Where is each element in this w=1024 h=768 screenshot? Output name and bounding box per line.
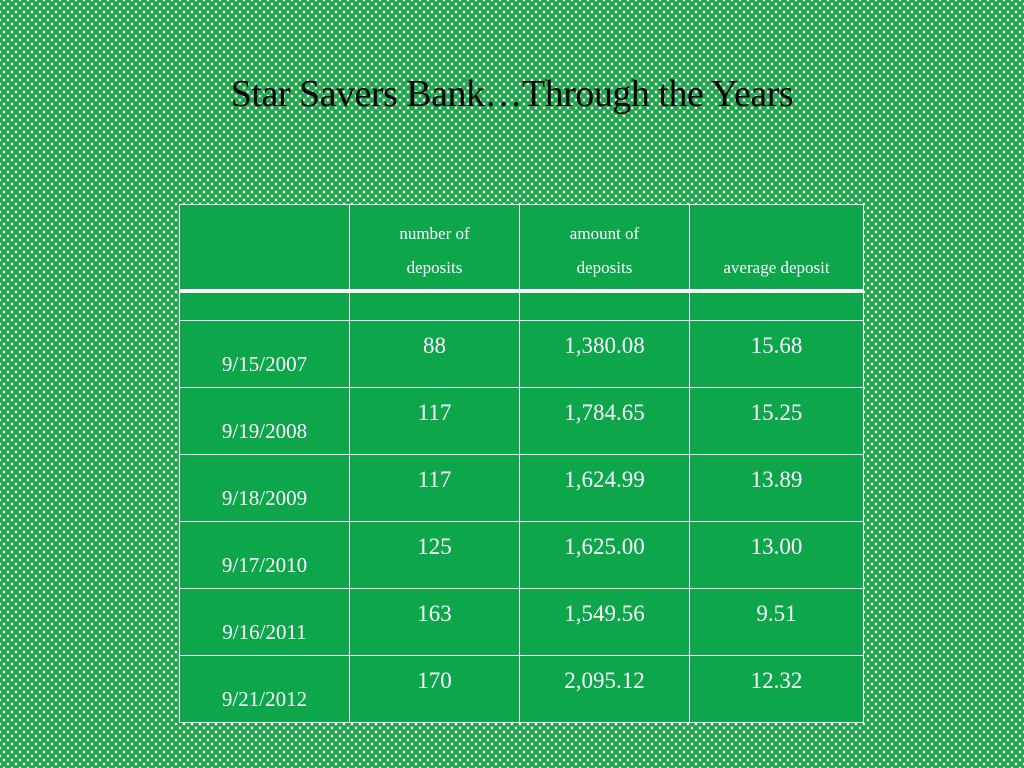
table-row: 9/18/2009 117 1,624.99 13.89 [179,454,864,522]
table-header-row: number of deposits amount of deposits av… [179,204,864,292]
table-spacer-row [179,290,864,321]
header-date-column [179,204,350,292]
date-cell: 9/19/2008 [179,387,350,455]
date-cell: 9/17/2010 [179,521,350,589]
table-row: 9/17/2010 125 1,625.00 13.00 [179,521,864,589]
average-cell: 13.89 [689,454,864,522]
header-line: deposits [406,258,463,277]
amount-cell: 1,784.65 [519,387,690,455]
amount-cell: 1,549.56 [519,588,690,656]
amount-cell: 1,380.08 [519,320,690,388]
number-cell: 88 [349,320,520,388]
header-number-of-deposits: number of deposits [349,204,520,292]
table-row: 9/15/2007 88 1,380.08 15.68 [179,320,864,388]
amount-cell: 1,624.99 [519,454,690,522]
number-cell: 125 [349,521,520,589]
header-line: amount of [569,224,640,243]
header-amount-of-deposits: amount of deposits [519,204,690,292]
date-cell: 9/16/2011 [179,588,350,656]
spacer-cell [349,290,520,321]
average-cell: 13.00 [689,521,864,589]
average-cell: 9.51 [689,588,864,656]
table-row: 9/21/2012 170 2,095.12 12.32 [179,655,864,723]
header-line: number of [399,224,470,243]
table-row: 9/16/2011 163 1,549.56 9.51 [179,588,864,656]
date-cell: 9/21/2012 [179,655,350,723]
number-cell: 170 [349,655,520,723]
header-average-deposit: average deposit [689,204,864,292]
number-cell: 117 [349,454,520,522]
spacer-cell [689,290,864,321]
header-line: average deposit [723,258,830,277]
number-cell: 163 [349,588,520,656]
average-cell: 12.32 [689,655,864,723]
spacer-cell [179,290,350,321]
average-cell: 15.68 [689,320,864,388]
deposits-table: number of deposits amount of deposits av… [179,204,864,723]
amount-cell: 1,625.00 [519,521,690,589]
number-cell: 117 [349,387,520,455]
date-cell: 9/15/2007 [179,320,350,388]
table-row: 9/19/2008 117 1,784.65 15.25 [179,387,864,455]
average-cell: 15.25 [689,387,864,455]
amount-cell: 2,095.12 [519,655,690,723]
date-cell: 9/18/2009 [179,454,350,522]
header-line: deposits [576,258,633,277]
slide-title: Star Savers Bank…Through the Years [230,73,794,115]
spacer-cell [519,290,690,321]
